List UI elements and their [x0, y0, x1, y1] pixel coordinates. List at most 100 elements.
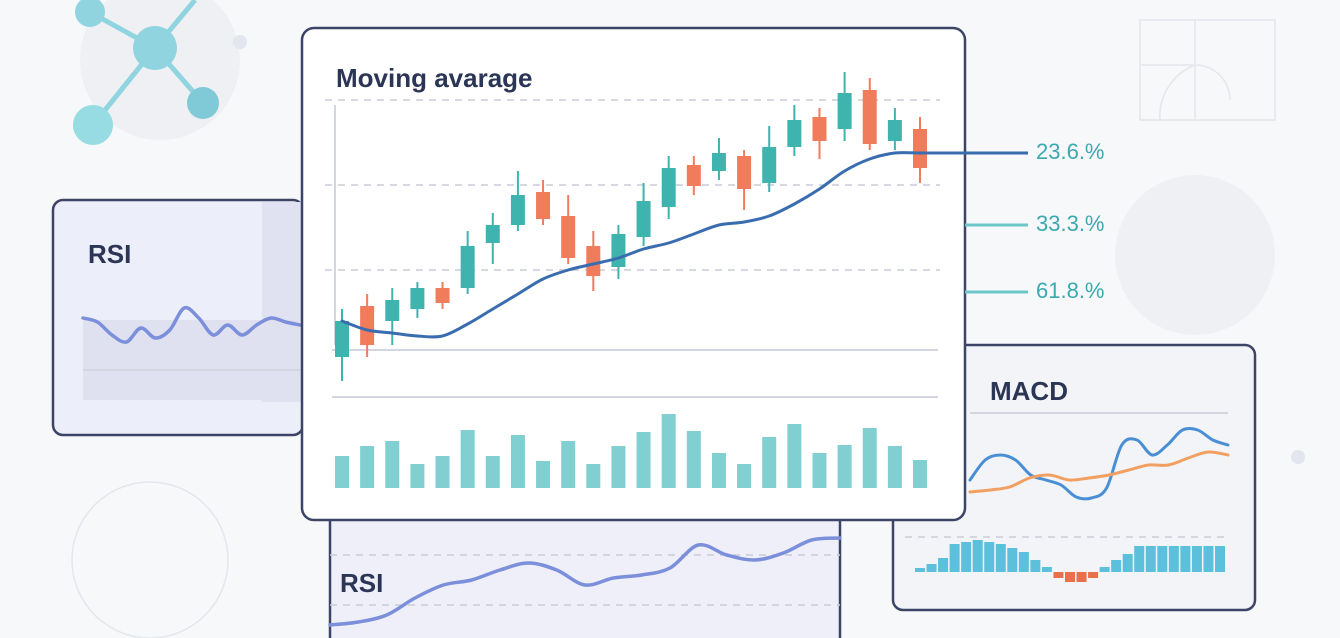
- volume-bar: [887, 446, 902, 488]
- volume-bar: [611, 446, 626, 488]
- histogram-bar: [1065, 572, 1075, 582]
- histogram-bar: [1203, 546, 1214, 572]
- candle-body: [385, 300, 400, 321]
- line: [968, 450, 1230, 494]
- volume-bar: [686, 431, 701, 488]
- atom: [73, 105, 113, 145]
- histogram-bar: [1122, 554, 1133, 572]
- histogram-bar: [1168, 546, 1179, 572]
- macd-panel: MACD: [891, 343, 1257, 612]
- volume-bar: [913, 460, 927, 488]
- main-panel: Moving avarage: [300, 26, 967, 522]
- histogram-bar: [1111, 560, 1122, 572]
- volume-bar: [561, 441, 576, 488]
- volume-bar: [360, 446, 375, 488]
- candle-body: [686, 165, 701, 186]
- atom: [133, 26, 177, 70]
- histogram-bar: [915, 568, 925, 572]
- candle-body: [561, 216, 576, 258]
- volume-bar: [586, 464, 601, 488]
- volume-bar: [510, 435, 525, 488]
- candle-body: [611, 234, 626, 267]
- level-label: 33.3.%: [1036, 211, 1105, 236]
- volume-bar: [410, 464, 425, 488]
- candle-body: [636, 201, 651, 237]
- candle-body: [711, 153, 726, 171]
- candle-body: [862, 90, 877, 144]
- panel-title: MACD: [990, 376, 1068, 406]
- rsi-panel: RSI: [51, 198, 305, 437]
- candle-body: [837, 93, 852, 129]
- atom: [187, 87, 219, 119]
- level-label: 61.8.%: [1036, 278, 1105, 303]
- volume-bar: [737, 464, 752, 488]
- chart-title: Moving avarage: [336, 63, 533, 93]
- volume-bar: [837, 445, 852, 488]
- histogram-bar: [1030, 560, 1041, 572]
- candle-body: [410, 288, 425, 309]
- candle-body: [510, 195, 525, 225]
- candle-body: [887, 120, 902, 141]
- volume-bar: [762, 437, 777, 488]
- histogram-bar: [938, 558, 949, 572]
- candle-body: [913, 129, 927, 168]
- levels: 23.6.% 33.3.% 61.8.%: [918, 139, 1105, 303]
- volume-bar: [385, 441, 400, 488]
- histogram-bar: [1180, 546, 1191, 572]
- line: [340, 151, 922, 339]
- candle-body: [586, 246, 601, 276]
- line: [328, 536, 842, 627]
- decoration: [71, 0, 1305, 638]
- panel-title: RSI: [88, 239, 131, 269]
- deco-spiral: [1139, 19, 1276, 121]
- histogram-bar: [1088, 572, 1099, 578]
- histogram-bar: [949, 544, 960, 572]
- volume-bar: [787, 424, 802, 488]
- candle-body: [737, 156, 752, 189]
- histogram-bar: [1215, 546, 1225, 572]
- atom: [75, 0, 105, 27]
- deco-dot: [233, 35, 247, 49]
- candle-body: [536, 192, 551, 219]
- volume-bar: [711, 453, 726, 488]
- rsi-panel-bottom: RSI: [328, 496, 842, 638]
- histogram-bar: [1099, 567, 1110, 572]
- histogram-bar: [1076, 572, 1087, 582]
- candle-body: [460, 246, 475, 288]
- candle-body: [661, 168, 676, 207]
- volume-bar: [460, 430, 475, 488]
- histogram-bar: [1157, 546, 1168, 572]
- deco-circle: [71, 481, 229, 638]
- histogram-bar: [926, 564, 937, 572]
- line: [968, 426, 1230, 501]
- histogram-bar: [1018, 552, 1029, 572]
- volume-bar: [485, 456, 500, 488]
- candle-body: [435, 288, 450, 303]
- candle-body: [787, 120, 802, 147]
- candle-body: [360, 306, 375, 345]
- histogram-bar: [1191, 546, 1202, 572]
- band: [83, 320, 301, 400]
- panel-title: RSI: [340, 568, 383, 598]
- volume-bar: [435, 456, 450, 488]
- line: [81, 305, 302, 344]
- level-label: 23.6.%: [1036, 139, 1105, 164]
- histogram-bar: [1145, 546, 1156, 572]
- histogram-bar: [995, 544, 1006, 572]
- histogram-bar: [1134, 546, 1145, 572]
- volume-bar: [661, 414, 676, 488]
- candle-body: [812, 117, 827, 141]
- volume-bar: [536, 461, 551, 488]
- candle-body: [762, 147, 777, 183]
- volume-bar: [636, 432, 651, 488]
- candle-body: [485, 225, 500, 243]
- volume-bar: [335, 456, 349, 488]
- volume-bar: [812, 453, 827, 488]
- histogram-bar: [1053, 572, 1064, 578]
- histogram-bar: [961, 542, 972, 572]
- histogram-bar: [1041, 567, 1052, 572]
- volume-bar: [862, 428, 877, 488]
- candle-body: [335, 321, 349, 357]
